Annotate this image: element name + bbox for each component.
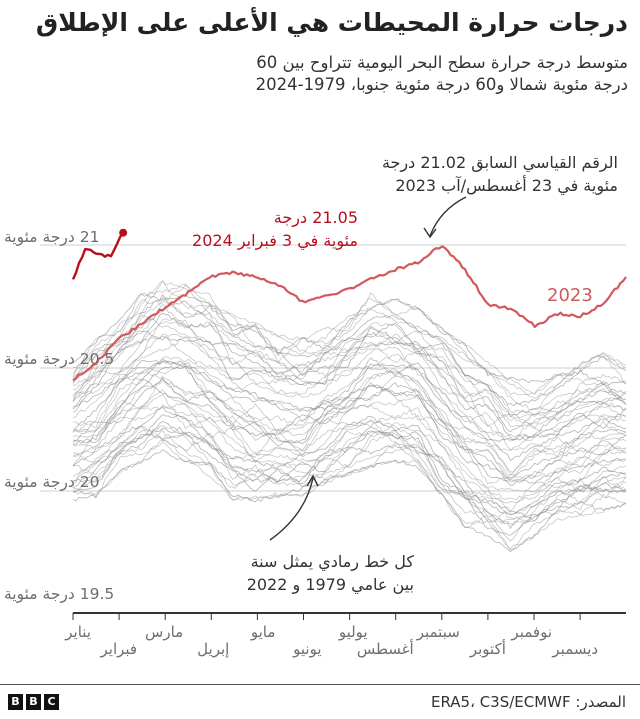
arrow-prev-record [429,196,467,237]
chart-title: درجات حرارة المحيطات هي الأعلى على الإطل… [35,8,628,37]
subtitle-line-2: درجة مئوية شمالا و60 درجة مئوية جنوبا، 1… [255,75,628,94]
x-tick-month-3: مارس [145,623,184,641]
arrow-grey-lines-head [306,474,319,487]
x-tick-month-10: أكتوبر [469,640,506,658]
grey-year-lines [72,279,627,553]
x-tick-month-5: مايو [250,623,276,641]
y-tick-20-5: 20.5 درجة مئوية [4,350,115,368]
line-2023 [72,245,627,382]
x-axis [72,612,626,620]
x-tick-month-2: فبراير [100,640,138,658]
x-tick-month-8: أغسطس [356,640,414,658]
annotation-previous-record: الرقم القياسي السابق 21.02 درجة مئوية في… [381,153,618,195]
x-tick-month-7: يوليو [338,623,368,641]
arrow-prev-record-head [423,227,437,239]
record-2024-marker [119,228,128,237]
x-tick-month-11: نوفمبر [511,623,552,641]
source-credit: المصدر: ERA5، C3S/ECMWF [430,693,626,711]
x-tick-month-9: سبتمبر [416,623,460,641]
bbc-logo: B B C [8,694,59,710]
footer-divider [0,684,640,685]
x-tick-month-4: إبريل [197,640,230,658]
y-tick-20: 20 درجة مئوية [4,473,100,491]
x-tick-month-12: ديسمبر [552,640,599,658]
x-tick-month-1: يناير [65,623,91,641]
subtitle-line-1: متوسط درجة حرارة سطح البحر اليومية تتراو… [256,53,628,72]
chart-subtitle: متوسط درجة حرارة سطح البحر اليومية تتراو… [68,52,628,96]
line-2024 [71,232,125,280]
y-tick-19-5: 19.5 درجة مئوية [4,585,115,603]
annotation-grey-lines: كل خط رمادي يمثل سنة بين عامي 1979 و 202… [246,552,414,594]
x-tick-month-6: يونيو [293,640,322,658]
annotation-record-2024: 21.05 درجة مئوية في 3 فبراير 2024 [192,208,358,250]
label-2023: 2023 [547,285,593,306]
arrow-grey-lines [269,477,314,541]
y-tick-21: 21 درجة مئوية [4,228,100,246]
